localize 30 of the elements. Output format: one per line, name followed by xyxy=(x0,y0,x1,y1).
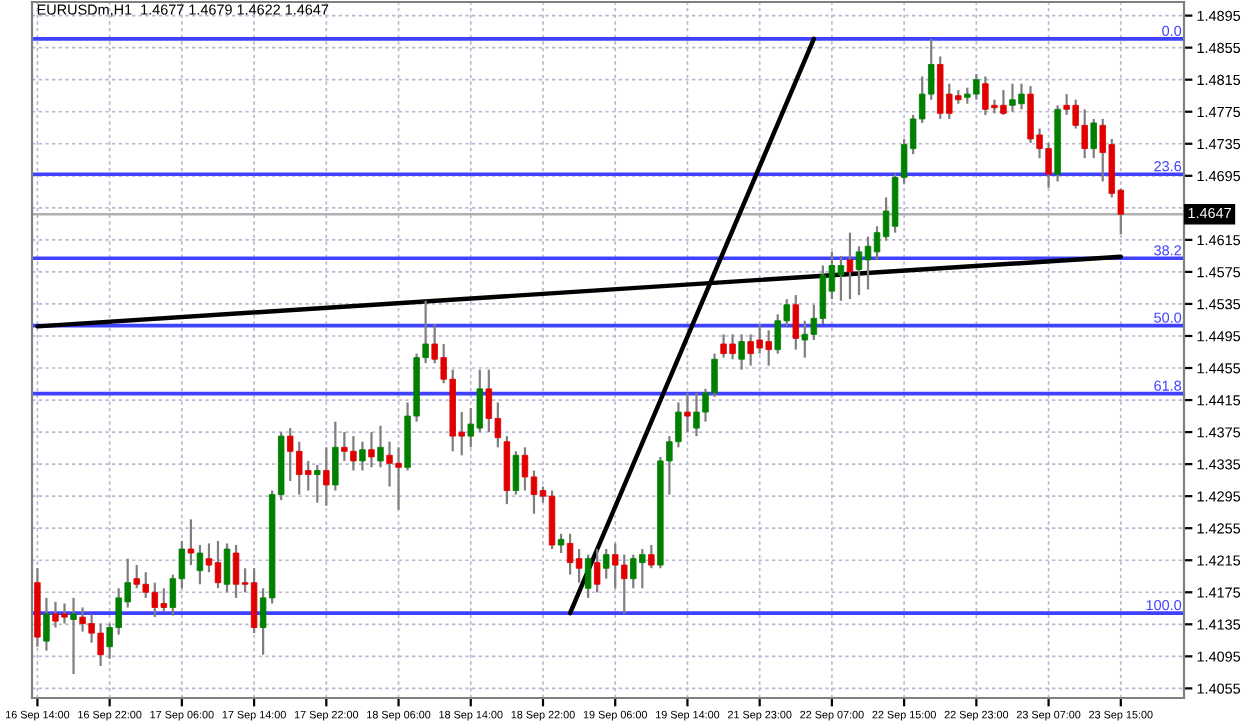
candlestick xyxy=(602,547,610,580)
candlestick xyxy=(368,430,375,469)
candlestick xyxy=(250,567,258,635)
candlestick xyxy=(512,450,520,496)
candlestick xyxy=(684,391,691,434)
candlestick xyxy=(593,547,601,594)
candlestick xyxy=(223,542,231,594)
candlestick xyxy=(738,333,745,371)
candlestick xyxy=(196,543,204,586)
candlestick xyxy=(359,440,366,472)
candlestick xyxy=(485,368,493,434)
candlestick xyxy=(187,518,195,567)
candlestick xyxy=(864,235,872,291)
candlestick xyxy=(855,245,863,297)
candlestick xyxy=(575,547,583,584)
candlestick xyxy=(584,553,592,599)
candlestick xyxy=(214,539,222,590)
candlestick xyxy=(43,596,50,652)
candlestick xyxy=(1090,117,1097,160)
candlestick xyxy=(648,543,655,570)
candlestick xyxy=(314,463,321,504)
candlestick xyxy=(801,319,809,359)
candlestick xyxy=(521,446,529,492)
candlestick xyxy=(70,596,77,676)
candlestick xyxy=(557,532,565,555)
candlestick xyxy=(846,231,854,301)
candlestick xyxy=(332,420,339,492)
candlestick xyxy=(377,424,384,469)
candlestick xyxy=(323,446,330,507)
candlestick xyxy=(792,294,800,351)
